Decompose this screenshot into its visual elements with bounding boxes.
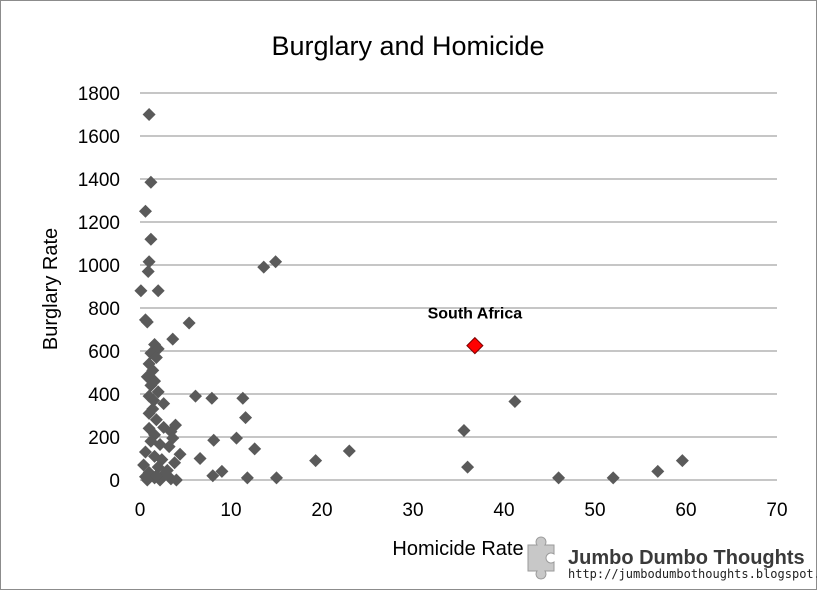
data-point (134, 284, 148, 298)
data-point (206, 469, 220, 483)
data-point (236, 391, 250, 405)
x-tick-label: 20 (311, 500, 332, 521)
data-point (606, 471, 620, 485)
data-point (205, 391, 219, 405)
y-tick-label: 200 (88, 428, 120, 449)
x-tick-label: 0 (135, 500, 146, 521)
data-point (240, 471, 254, 485)
y-tick-label: 1200 (78, 213, 120, 234)
data-point (144, 232, 158, 246)
data-point (147, 393, 161, 407)
data-point (168, 456, 182, 470)
x-tick-label: 40 (493, 500, 514, 521)
y-tick-label: 800 (88, 299, 120, 320)
data-point (270, 471, 283, 485)
data-point (141, 264, 155, 278)
data-point (239, 411, 253, 425)
data-point (257, 260, 271, 274)
y-tick-label: 1400 (78, 170, 120, 191)
data-point (342, 444, 356, 458)
watermark-url: http://jumbodumbothoughts.blogspot.com (568, 567, 817, 581)
y-tick-label: 1800 (78, 84, 120, 105)
data-point (193, 452, 207, 465)
y-tick-label: 1000 (78, 256, 120, 277)
data-point (309, 454, 323, 468)
data-point (166, 332, 180, 346)
watermark: Jumbo Dumbo Thoughts http://jumbodumboth… (527, 536, 817, 581)
y-tick-label: 400 (88, 385, 120, 406)
data-point (149, 469, 163, 483)
y-axis-ticks: 0 200 400 600 800 1000 1200 1400 1600 1800 (78, 84, 120, 492)
x-axis-label: Homicide Rate (392, 538, 523, 560)
y-axis-label: Burglary Rate (40, 228, 62, 350)
data-point (457, 424, 471, 438)
x-tick-label: 10 (220, 500, 241, 521)
highlight-label: South Africa (428, 306, 523, 323)
data-point (144, 175, 158, 189)
data-point (182, 316, 196, 330)
data-point (138, 445, 152, 459)
data-point (675, 454, 689, 468)
data-points (134, 108, 689, 487)
chart-title: Burglary and Homicide (271, 31, 544, 61)
data-point (140, 315, 154, 329)
data-point (189, 389, 203, 403)
y-tick-label: 1600 (78, 127, 120, 148)
data-point (149, 413, 163, 427)
data-point (651, 464, 665, 478)
data-point (552, 471, 566, 485)
data-point (151, 284, 165, 298)
data-point (140, 473, 154, 487)
data-point (142, 255, 156, 269)
data-point (248, 442, 262, 456)
data-point (151, 385, 165, 399)
data-point (215, 464, 229, 478)
data-point (229, 431, 243, 445)
x-axis-ticks: 0 10 20 30 40 50 60 70 (135, 500, 788, 521)
data-point (269, 255, 283, 269)
data-point (508, 395, 522, 409)
y-tick-label: 600 (88, 342, 120, 363)
data-point (153, 438, 167, 452)
data-point (149, 350, 163, 364)
y-tick-label: 0 (109, 471, 120, 492)
grid-lines (140, 92, 777, 438)
watermark-title: Jumbo Dumbo Thoughts (568, 547, 805, 569)
data-point (169, 473, 183, 487)
x-tick-label: 50 (584, 500, 605, 521)
x-tick-label: 60 (675, 500, 696, 521)
x-tick-label: 30 (402, 500, 423, 521)
data-point (162, 440, 176, 454)
x-tick-label: 70 (766, 500, 787, 521)
highlight-point (466, 336, 484, 355)
data-point (138, 204, 152, 218)
data-point (142, 108, 156, 121)
data-point (157, 397, 171, 411)
puzzle-piece-icon (527, 536, 555, 580)
data-point (207, 433, 221, 447)
data-point (461, 460, 475, 474)
data-point (144, 378, 158, 392)
data-point (173, 447, 187, 461)
data-point (142, 406, 156, 420)
highlight-point-group: South Africa (428, 306, 523, 355)
